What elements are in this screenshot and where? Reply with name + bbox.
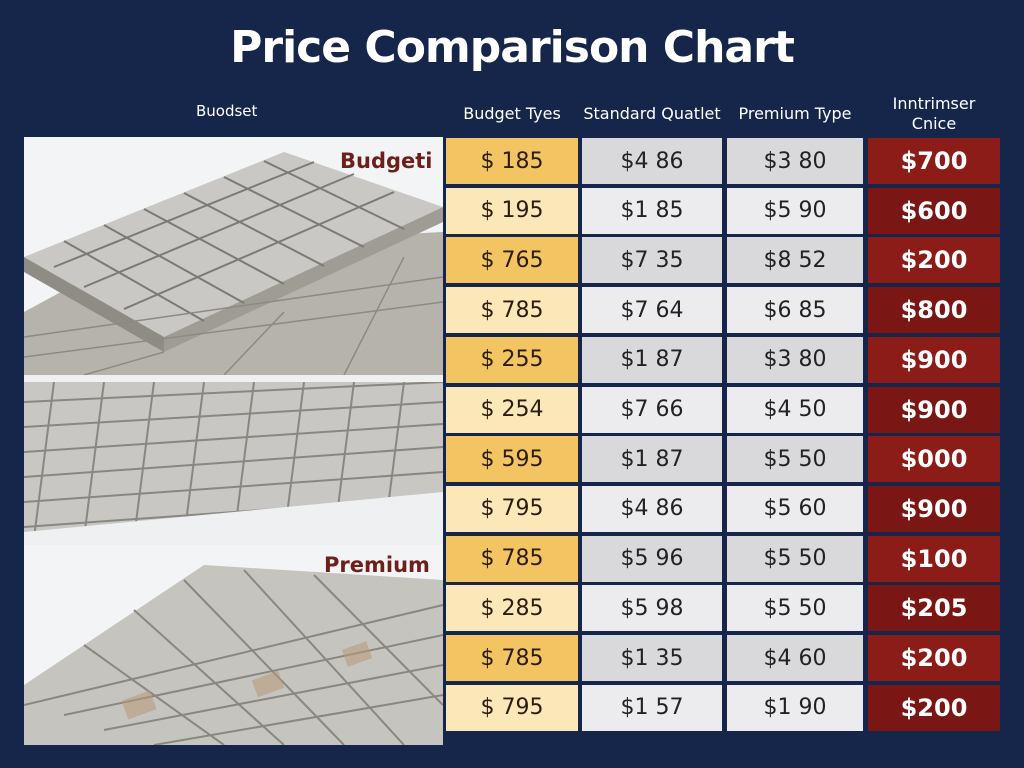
table-cell-int: $800 <box>868 287 1000 334</box>
table-cell-prem: $3 80 <box>727 138 863 184</box>
side-column-header: Buodset <box>196 102 258 120</box>
table-cell-prem: $5 60 <box>727 485 863 532</box>
table-cell-prem: $5 50 <box>727 535 863 582</box>
table-cell-int: $200 <box>868 635 1000 681</box>
table-cell-std: $7 35 <box>582 237 722 284</box>
table-cell-prem: $5 50 <box>727 436 863 483</box>
table-cell-budget: $ 795 <box>446 684 578 731</box>
table-cell-prem: $8 52 <box>727 237 863 284</box>
paver-photo-standard <box>24 382 443 538</box>
paver-photos-panel: Budgeti <box>24 137 443 745</box>
table-cell-int: $900 <box>868 386 1000 433</box>
paver-photo-budget: Budgeti <box>24 137 443 375</box>
table-cell-prem: $5 50 <box>727 585 863 632</box>
table-cell-int: $900 <box>868 485 1000 532</box>
table-cell-std: $1 57 <box>582 684 722 731</box>
table-cell-budget: $ 255 <box>446 336 578 383</box>
table-cell-std: $1 85 <box>582 187 722 234</box>
paver-photo-premium: Premium <box>24 545 443 745</box>
table-cell-int: $000 <box>868 436 1000 483</box>
table-cell-prem: $3 80 <box>727 336 863 383</box>
table-cell-budget: $ 185 <box>446 138 578 184</box>
table-cell-budget: $ 254 <box>446 386 578 433</box>
column-header-std: Standard Quatlet <box>583 104 721 123</box>
table-cell-std: $4 86 <box>582 485 722 532</box>
table-cell-prem: $5 90 <box>727 187 863 234</box>
table-cell-int: $100 <box>868 535 1000 582</box>
table-cell-prem: $4 60 <box>727 635 863 681</box>
table-cell-budget: $ 285 <box>446 585 578 632</box>
table-cell-int: $900 <box>868 336 1000 383</box>
paver-stones-image <box>24 382 443 538</box>
table-cell-std: $1 87 <box>582 436 722 483</box>
table-cell-int: $200 <box>868 684 1000 731</box>
table-cell-budget: $ 785 <box>446 287 578 334</box>
table-cell-std: $7 64 <box>582 287 722 334</box>
table-cell-int: $205 <box>868 585 1000 632</box>
table-cell-budget: $ 765 <box>446 237 578 284</box>
table-cell-std: $7 66 <box>582 386 722 433</box>
table-cell-std: $4 86 <box>582 138 722 184</box>
table-cell-int: $200 <box>868 237 1000 284</box>
table-cell-std: $1 87 <box>582 336 722 383</box>
table-cell-std: $5 96 <box>582 535 722 582</box>
column-header-int: Inntrimser Cnice <box>892 94 976 133</box>
table-cell-std: $1 35 <box>582 635 722 681</box>
page-title: Price Comparison Chart <box>230 22 795 73</box>
table-cell-int: $700 <box>868 138 1000 184</box>
table-cell-prem: $6 85 <box>727 287 863 334</box>
table-cell-budget: $ 785 <box>446 635 578 681</box>
table-cell-std: $5 98 <box>582 585 722 632</box>
paver-stones-image <box>24 545 443 745</box>
column-header-budget: Budget Tyes <box>463 104 561 123</box>
table-cell-budget: $ 785 <box>446 535 578 582</box>
table-cell-prem: $1 90 <box>727 684 863 731</box>
photo-label-budget: Budgeti <box>340 149 433 173</box>
table-cell-budget: $ 795 <box>446 485 578 532</box>
paver-stones-image <box>24 137 443 375</box>
table-cell-budget: $ 595 <box>446 436 578 483</box>
table-cell-budget: $ 195 <box>446 187 578 234</box>
table-cell-int: $600 <box>868 187 1000 234</box>
table-cell-prem: $4 50 <box>727 386 863 433</box>
column-header-prem: Premium Type <box>738 104 852 123</box>
photo-label-premium: Premium <box>324 553 430 577</box>
